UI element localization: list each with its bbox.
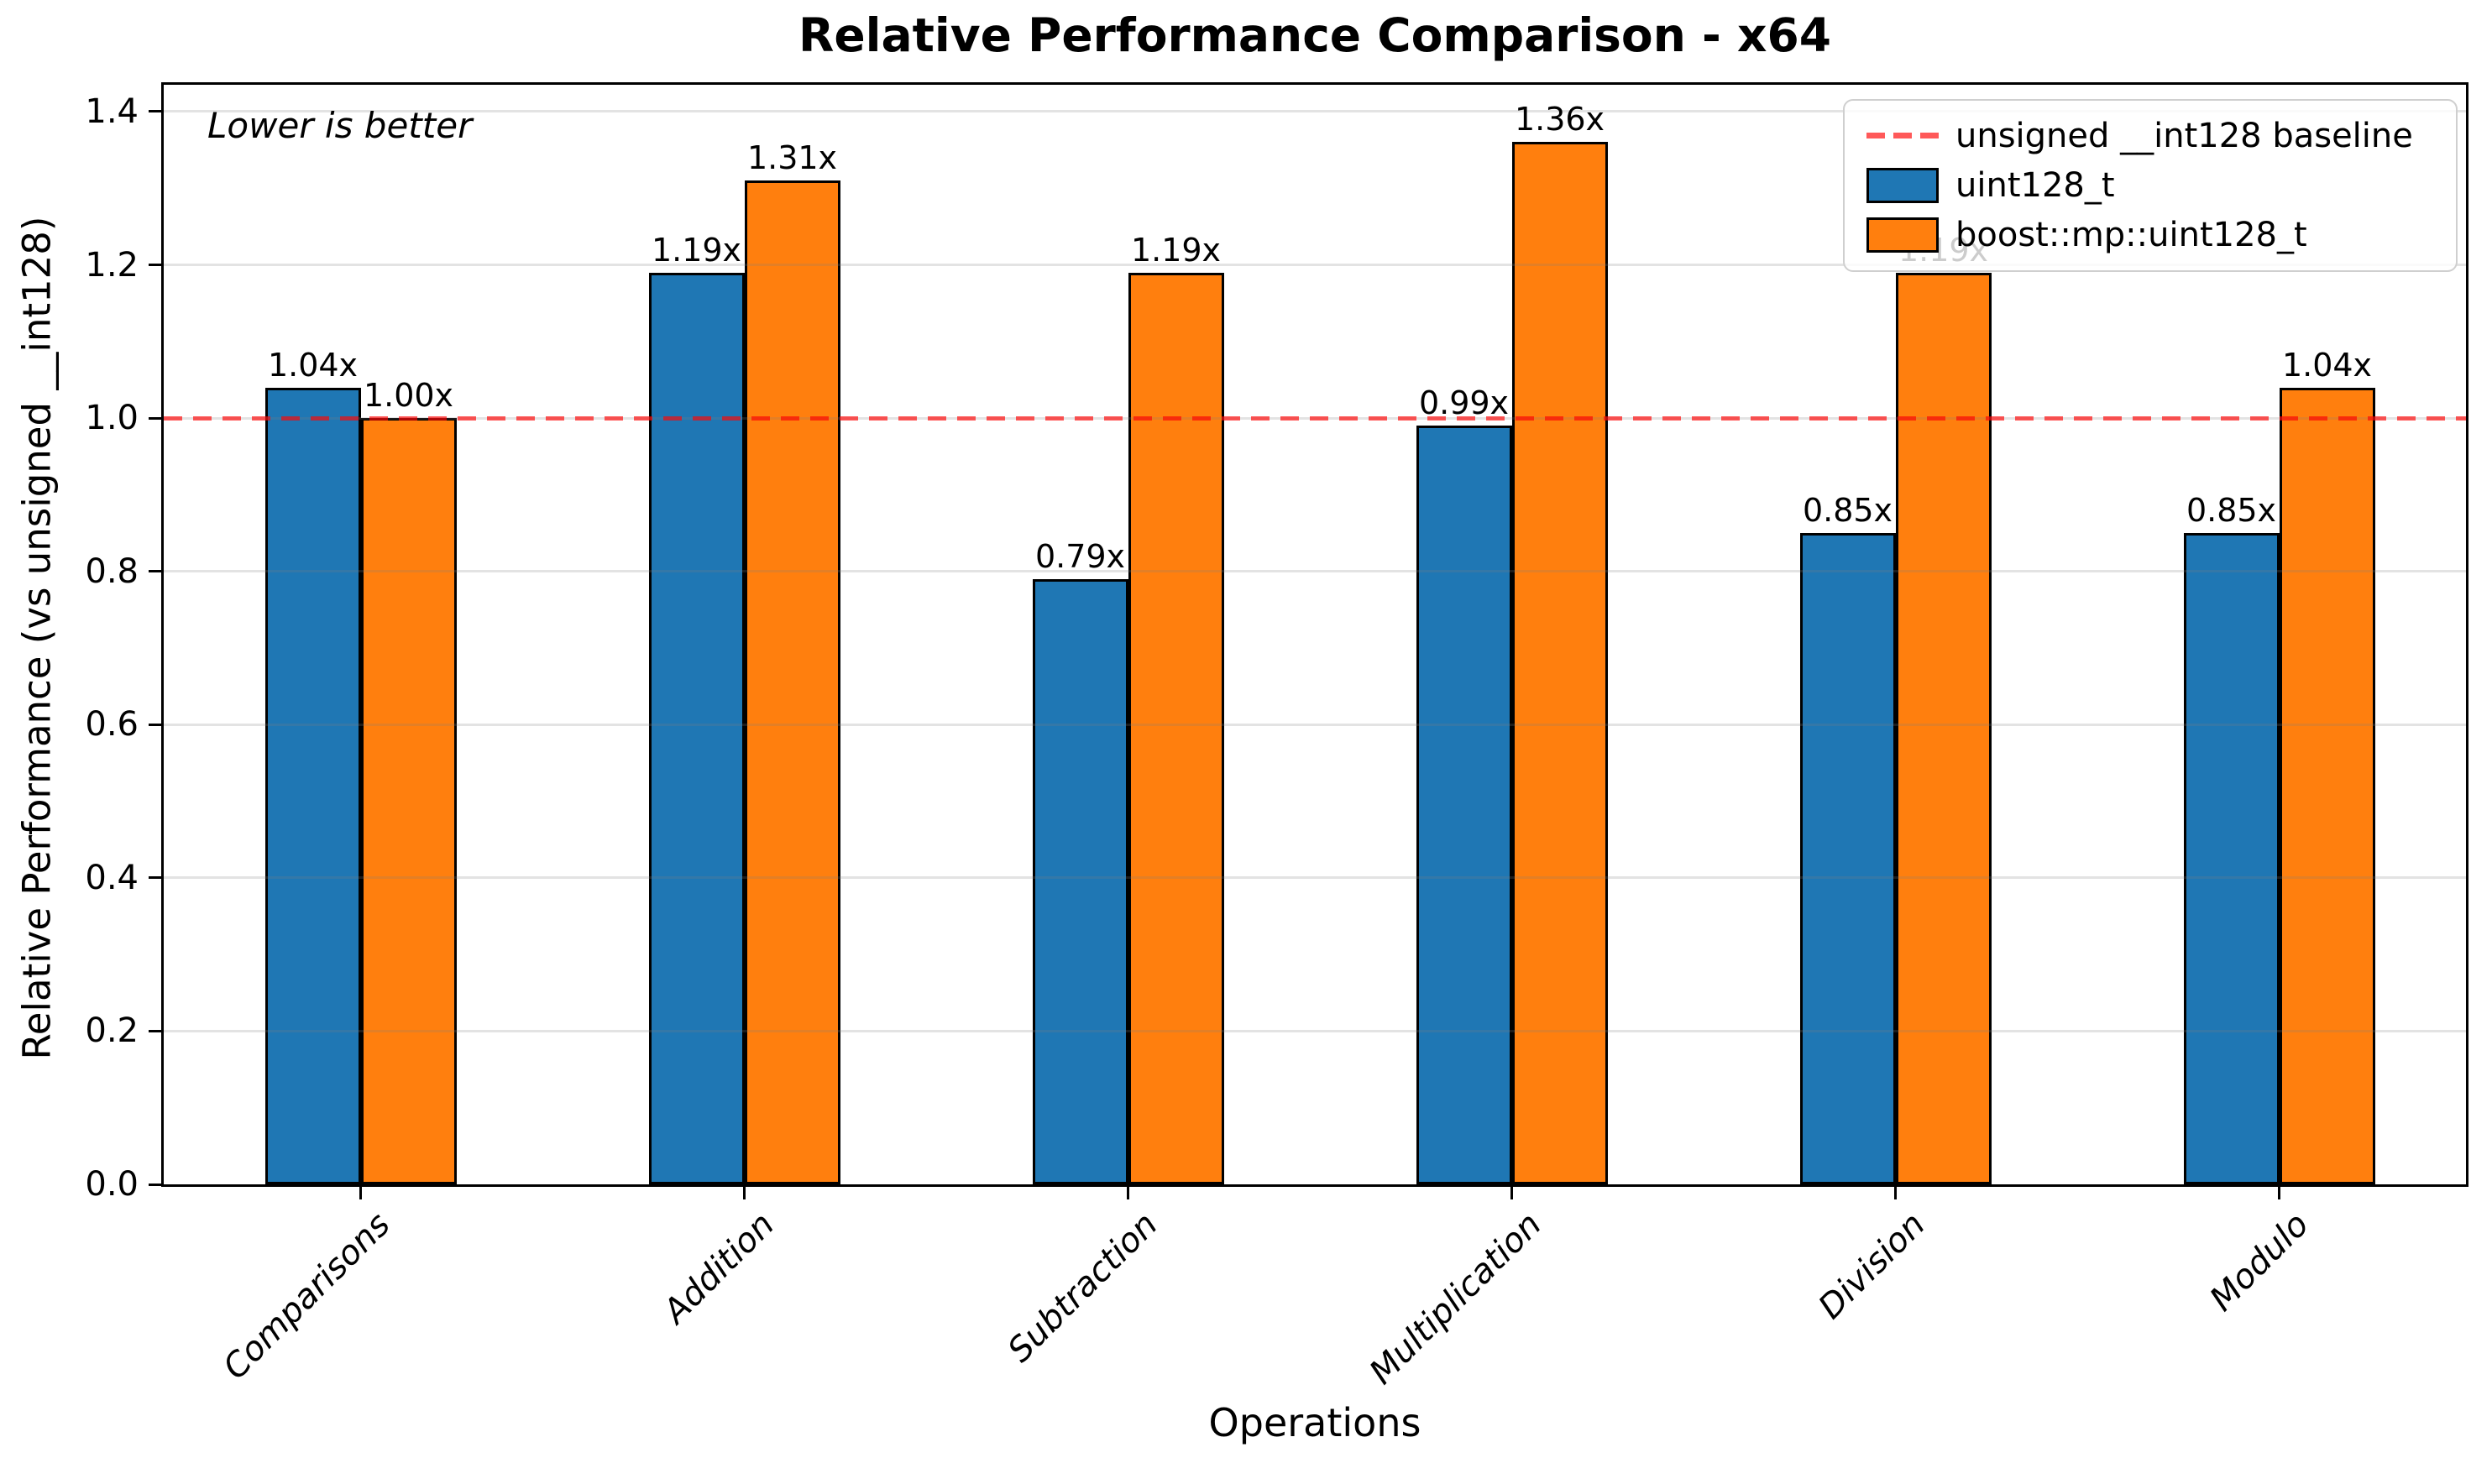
x-tick-label-Division: Division	[1811, 1204, 1933, 1327]
bar-value-label-uint128_t-Modulo: 0.85x	[2186, 492, 2277, 530]
bar-value-label-uint128_t-Addition: 1.19x	[651, 231, 742, 269]
bar-boost::mp::uint128_t-Multiplication	[1511, 142, 1608, 1184]
bar-boost::mp::uint128_t-Comparisons	[360, 418, 457, 1184]
x-tick-label-Subtraction: Subtraction	[1000, 1204, 1165, 1371]
legend-entry-baseline: unsigned __int128 baseline	[1866, 115, 2448, 157]
y-tick-label-0.6: 0.6	[85, 705, 139, 745]
y-tick-label-1.2: 1.2	[85, 245, 139, 285]
y-axis-label: Relative Performance (vs unsigned __int1…	[14, 216, 60, 1060]
x-tick-label-Multiplication: Multiplication	[1362, 1204, 1549, 1393]
gridline-0.2	[164, 1029, 2466, 1032]
gridline-0.8	[164, 570, 2466, 573]
y-tick-1.4	[149, 110, 161, 113]
x-axis-label: Operations	[1208, 1400, 1421, 1445]
x-tick-Addition	[743, 1187, 746, 1199]
bar-uint128_t-Addition	[648, 272, 745, 1184]
orange-swatch-icon	[1866, 217, 1939, 253]
bar-value-label-boost::mp::uint128_t-Modulo: 1.04x	[2281, 346, 2373, 384]
y-tick-1.2	[149, 264, 161, 267]
bar-boost::mp::uint128_t-Addition	[744, 180, 840, 1184]
legend-entry-boost: boost::mp::uint128_t	[1866, 214, 2448, 256]
x-tick-Subtraction	[1127, 1187, 1129, 1199]
y-tick-1.0	[149, 416, 161, 420]
bar-uint128_t-Division	[1799, 533, 1896, 1184]
legend-label-uint128: uint128_t	[1955, 165, 2115, 205]
y-tick-label-1.4: 1.4	[85, 91, 139, 131]
x-tick-label-Comparisons: Comparisons	[216, 1204, 398, 1387]
x-tick-Multiplication	[1510, 1187, 1513, 1199]
y-tick-0.8	[149, 570, 161, 573]
legend-entry-uint128: uint128_t	[1866, 165, 2448, 206]
legend-label-baseline: unsigned __int128 baseline	[1955, 116, 2413, 155]
bar-uint128_t-Multiplication	[1416, 426, 1512, 1184]
bar-value-label-uint128_t-Multiplication: 0.99x	[1418, 384, 1510, 422]
y-tick-0.4	[149, 876, 161, 880]
bar-value-label-uint128_t-Subtraction: 0.79x	[1034, 537, 1126, 575]
y-tick-0.2	[149, 1029, 161, 1032]
legend: unsigned __int128 baseline uint128_t boo…	[1843, 99, 2458, 272]
bar-uint128_t-Subtraction	[1032, 578, 1128, 1184]
x-tick-Modulo	[2278, 1187, 2280, 1199]
y-tick-label-0.0: 0.0	[85, 1165, 139, 1204]
baseline-dashed-line	[164, 415, 2466, 421]
x-tick-Comparisons	[359, 1187, 362, 1199]
y-tick-label-0.2: 0.2	[85, 1011, 139, 1051]
bar-value-label-boost::mp::uint128_t-Subtraction: 1.19x	[1130, 231, 1222, 269]
bar-boost::mp::uint128_t-Division	[1895, 272, 1992, 1184]
bar-uint128_t-Comparisons	[264, 387, 361, 1184]
gridline-1.4	[164, 110, 2466, 113]
blue-swatch-icon	[1866, 167, 1939, 203]
y-tick-label-1.0: 1.0	[85, 399, 139, 438]
bar-value-label-boost::mp::uint128_t-Multiplication: 1.36x	[1514, 101, 1605, 138]
bar-value-label-boost::mp::uint128_t-Comparisons: 1.00x	[363, 377, 454, 415]
annotation-lower-is-better: Lower is better	[207, 105, 473, 146]
bar-value-label-boost::mp::uint128_t-Addition: 1.31x	[746, 139, 838, 177]
bar-value-label-uint128_t-Division: 0.85x	[1802, 492, 1893, 530]
x-tick-label-Modulo: Modulo	[2202, 1204, 2317, 1319]
y-tick-label-0.8: 0.8	[85, 551, 139, 591]
x-tick-label-Addition: Addition	[656, 1204, 782, 1331]
bar-uint128_t-Modulo	[2183, 533, 2280, 1184]
gridline-1.2	[164, 264, 2466, 267]
legend-label-boost: boost::mp::uint128_t	[1955, 216, 2307, 255]
y-tick-0.6	[149, 723, 161, 726]
x-tick-Division	[1894, 1187, 1897, 1199]
y-tick-0.0	[149, 1183, 161, 1186]
bar-boost::mp::uint128_t-Subtraction	[1128, 272, 1224, 1184]
baseline-dash-icon	[1866, 133, 1939, 139]
gridline-0.6	[164, 723, 2466, 726]
gridline-0.4	[164, 876, 2466, 880]
chart-title: Relative Performance Comparison - x64	[798, 8, 1831, 62]
bar-value-label-uint128_t-Comparisons: 1.04x	[267, 346, 359, 384]
y-tick-label-0.4: 0.4	[85, 858, 139, 897]
bar-boost::mp::uint128_t-Modulo	[2279, 387, 2375, 1184]
